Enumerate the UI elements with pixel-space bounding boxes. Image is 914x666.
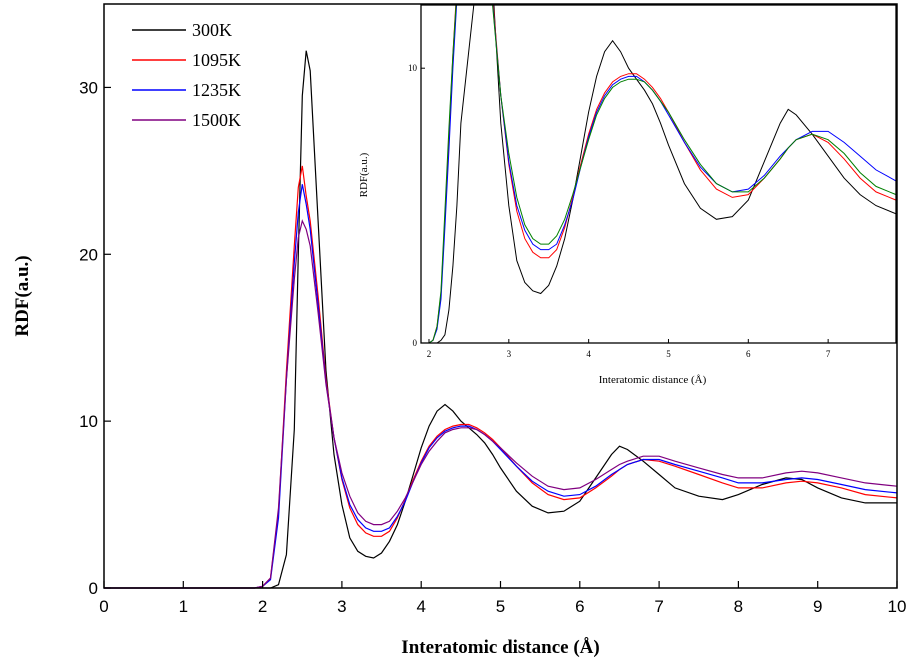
inset-background: [421, 5, 896, 343]
legend-label-1095k: 1095K: [192, 50, 241, 70]
x-tick-label: 5: [496, 597, 505, 616]
legend: 300K 1095K 1235K 1500K: [132, 20, 241, 130]
x-tick-label: 9: [813, 597, 822, 616]
inset-x-tick-label: 5: [666, 349, 671, 359]
x-axis-title: Interatomic distance (Å): [401, 637, 599, 658]
inset-x-tick-label: 7: [826, 349, 831, 359]
inset-series-line-1235k: [428, 5, 896, 343]
x-tick-label: 0: [99, 597, 108, 616]
x-tick-label: 10: [888, 597, 907, 616]
x-tick-label: 8: [734, 597, 743, 616]
y-tick-label: 0: [89, 579, 98, 598]
legend-label-1235k: 1235K: [192, 80, 241, 100]
x-tick-label: 4: [416, 597, 425, 616]
series-line-1500k: [104, 219, 898, 589]
legend-label-1500k: 1500K: [192, 110, 241, 130]
x-tick-label: 6: [575, 597, 584, 616]
inset-x-tick-label: 2: [427, 349, 432, 359]
y-tick-label: 30: [79, 78, 98, 97]
inset-frame: [420, 4, 897, 344]
y-tick-label: 20: [79, 245, 98, 264]
inset-x-tick-label: 6: [746, 349, 751, 359]
inset-x-tick-label: 3: [507, 349, 512, 359]
inset-series-line-300k: [429, 5, 896, 343]
legend-label-300k: 300K: [192, 20, 232, 40]
series-line-300k: [104, 50, 897, 589]
y-axis-title: RDF(a.u.): [12, 255, 33, 336]
x-tick-label: 3: [337, 597, 346, 616]
inset-x-axis-title: Interatomic distance (Å): [599, 374, 707, 386]
y-tick-label: 10: [79, 412, 98, 431]
inset-plot: 2 3 4 5 6 7 0 10 Interatomic distance (Å) RDF(a.u…: [358, 4, 897, 386]
x-tick-label: 1: [179, 597, 188, 616]
inset-y-tick-label: 0: [413, 338, 418, 348]
inset-y-tick-label: 10: [408, 63, 418, 73]
inset-series-group: [428, 5, 896, 343]
x-tick-label: 2: [258, 597, 267, 616]
series-line-1235k: [104, 184, 898, 589]
inset-series-line-1500k: [428, 5, 896, 343]
series-line-1095k: [104, 165, 898, 589]
x-tick-label: 7: [654, 597, 663, 616]
inset-x-tick-label: 4: [586, 349, 591, 359]
inset-y-axis-title: RDF(a.u.): [358, 152, 370, 197]
